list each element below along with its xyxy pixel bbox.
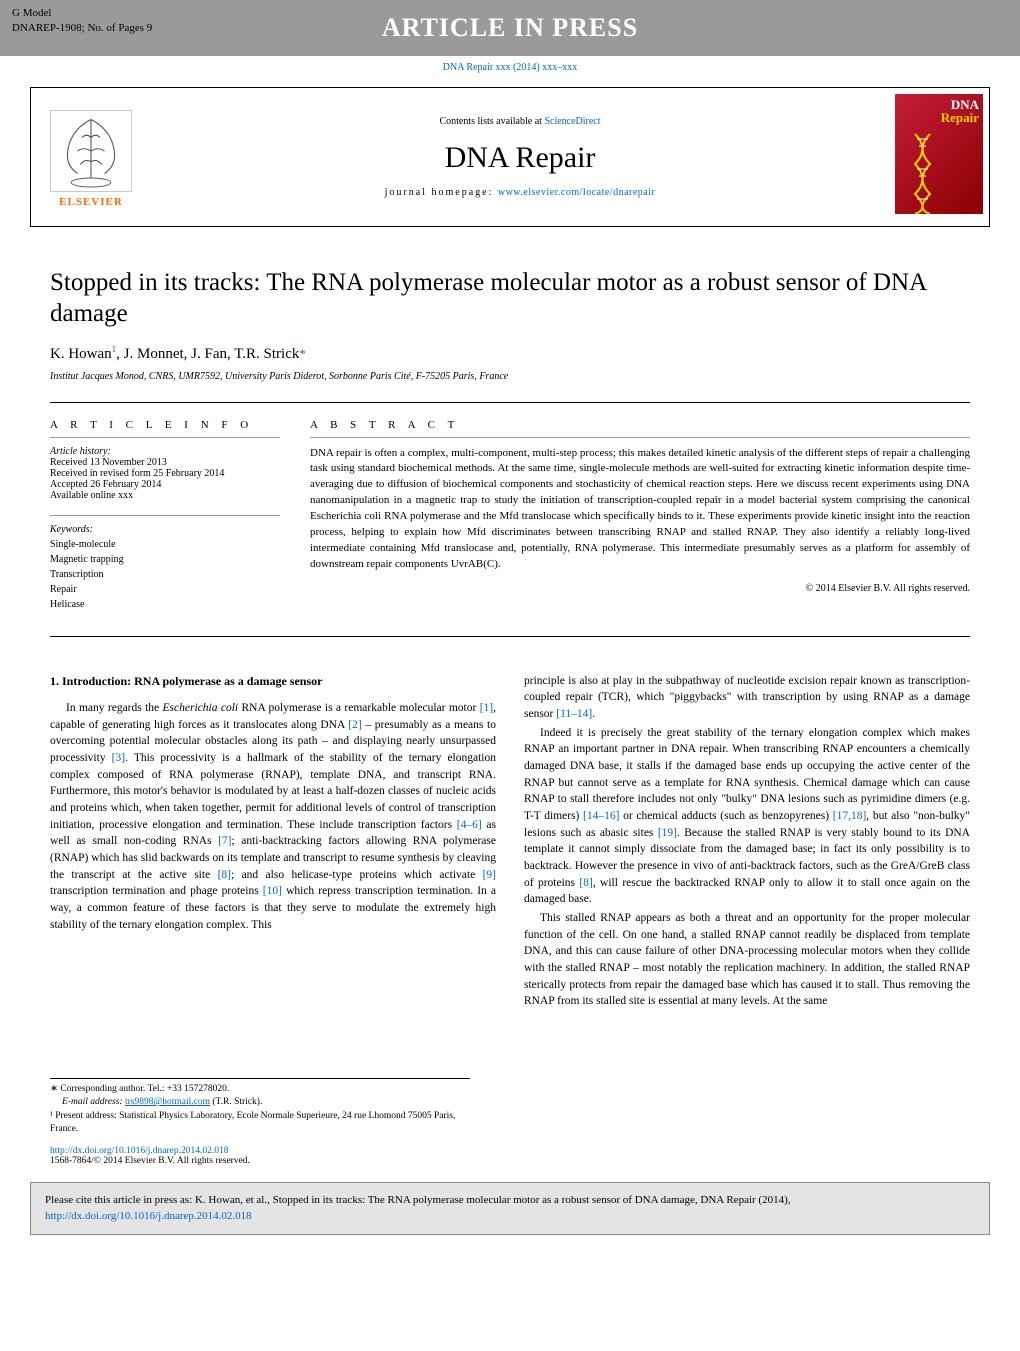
cite-this-article-box: Please cite this article in press as: K.… [30,1182,990,1235]
citebox-doi-link[interactable]: http://dx.doi.org/10.1016/j.dnarep.2014.… [45,1210,252,1222]
history-label: Article history: [50,446,280,457]
ref-14-16[interactable]: [14–16] [583,810,619,822]
ref-7[interactable]: [7] [218,835,231,847]
email-label: E-mail address: [62,1097,125,1107]
ref-19[interactable]: [19] [658,827,677,839]
issn-copyright: 1568-7864/© 2014 Elsevier B.V. All right… [50,1156,970,1166]
ref-8[interactable]: [8] [218,869,231,881]
keyword-4: Repair [50,582,280,597]
ref-9[interactable]: [9] [483,869,496,881]
banner-text: ARTICLE IN PRESS [382,13,638,43]
gmodel-label: G Model [12,6,152,21]
section-1-title: 1. Introduction: RNA polymerase as a dam… [50,673,496,690]
abstract-copyright: © 2014 Elsevier B.V. All rights reserved… [310,583,970,594]
elsevier-tree-icon [46,106,136,196]
ref-4-6[interactable]: [4–6] [457,819,482,831]
gmodel-ref: DNAREP-1908; No. of Pages 9 [12,21,152,36]
ref-3[interactable]: [3] [112,752,125,764]
doi-footer-block: http://dx.doi.org/10.1016/j.dnarep.2014.… [50,1146,970,1166]
ref-1[interactable]: [1] [480,702,493,714]
journal-cover-icon: DNA Repair [895,94,983,214]
article-main: Stopped in its tracks: The RNA polymeras… [0,227,1020,1032]
para-1: In many regards the Escherichia coli RNA… [50,700,496,933]
citebox-text: Please cite this article in press as: K.… [45,1194,791,1206]
affiliation: Institut Jacques Monod, CNRS, UMR7592, U… [50,371,970,382]
top-doi-line: DNA Repair xxx (2014) xxx–xxx [0,56,1020,79]
footnote-email-line: E-mail address: trs9898@hotmail.com (T.R… [50,1096,470,1109]
body-col-right: principle is also at play in the subpath… [524,673,970,1012]
ref-10[interactable]: [10] [263,885,282,897]
journal-header: ELSEVIER Contents lists available at Sci… [30,87,990,227]
history-accepted: Accepted 26 February 2014 [50,479,280,490]
keywords-label: Keywords: [50,515,280,537]
doi-footer-link[interactable]: http://dx.doi.org/10.1016/j.dnarep.2014.… [50,1146,228,1156]
body-columns: 1. Introduction: RNA polymerase as a dam… [50,673,970,1012]
authors-rest: , J. Monnet, J. Fan, T.R. Strick [116,346,299,362]
history-revised: Received in revised form 25 February 201… [50,468,280,479]
footnote-present-address: ¹ Present address: Statistical Physics L… [50,1110,470,1137]
email-link[interactable]: trs9898@hotmail.com [125,1097,210,1107]
sciencedirect-link[interactable]: ScienceDirect [544,116,600,127]
homepage-link[interactable]: www.elsevier.com/locate/dnarepair [498,187,655,198]
abstract-text: DNA repair is often a complex, multi-com… [310,446,970,574]
article-info-col: A R T I C L E I N F O Article history: R… [50,419,280,612]
elsevier-wordmark: ELSEVIER [59,196,123,208]
ref-11-14[interactable]: [11–14] [556,708,592,720]
authors-line: K. Howan1, J. Monnet, J. Fan, T.R. Stric… [50,344,970,363]
ref-2[interactable]: [2] [348,719,361,731]
journal-cover-block: DNA Repair [889,88,989,226]
history-online: Available online xxx [50,490,280,501]
cover-dna-icon [895,94,983,214]
journal-title: DNA Repair [445,141,596,175]
homepage-prefix: journal homepage: [385,187,498,198]
para-4: This stalled RNAP appears as both a thre… [524,910,970,1010]
author-howan: K. Howan [50,346,112,362]
contents-prefix: Contents lists available at [439,116,544,127]
article-in-press-banner: G Model DNAREP-1908; No. of Pages 9 ARTI… [0,0,1020,56]
para-2: principle is also at play in the subpath… [524,673,970,723]
gmodel-block: G Model DNAREP-1908; No. of Pages 9 [12,6,152,37]
abstract-heading: A B S T R A C T [310,419,970,438]
keywords-block: Keywords: Single-molecule Magnetic trapp… [50,515,280,612]
journal-homepage-line: journal homepage: www.elsevier.com/locat… [385,187,656,198]
keyword-3: Transcription [50,567,280,582]
email-name: (T.R. Strick). [210,1097,262,1107]
journal-center-block: Contents lists available at ScienceDirec… [151,88,889,226]
history-received: Received 13 November 2013 [50,457,280,468]
abstract-col: A B S T R A C T DNA repair is often a co… [310,419,970,612]
keyword-2: Magnetic trapping [50,552,280,567]
body-col-left: 1. Introduction: RNA polymerase as a dam… [50,673,496,1012]
corresponding-star: * [299,346,306,361]
article-info-heading: A R T I C L E I N F O [50,419,280,438]
article-title: Stopped in its tracks: The RNA polymeras… [50,267,970,330]
ref-8b[interactable]: [8] [579,877,592,889]
keyword-5: Helicase [50,597,280,612]
ref-17-18[interactable]: [17,18] [833,810,867,822]
keyword-1: Single-molecule [50,537,280,552]
info-abstract-block: A R T I C L E I N F O Article history: R… [50,402,970,637]
footnotes-block: ∗ Corresponding author. Tel.: +33 157278… [50,1078,470,1136]
footnote-corresponding: ∗ Corresponding author. Tel.: +33 157278… [50,1083,470,1096]
elsevier-logo-block: ELSEVIER [31,88,151,226]
top-doi-link[interactable]: DNA Repair xxx (2014) xxx–xxx [443,62,577,73]
contents-line: Contents lists available at ScienceDirec… [439,116,600,127]
para-3: Indeed it is precisely the great stabili… [524,725,970,908]
